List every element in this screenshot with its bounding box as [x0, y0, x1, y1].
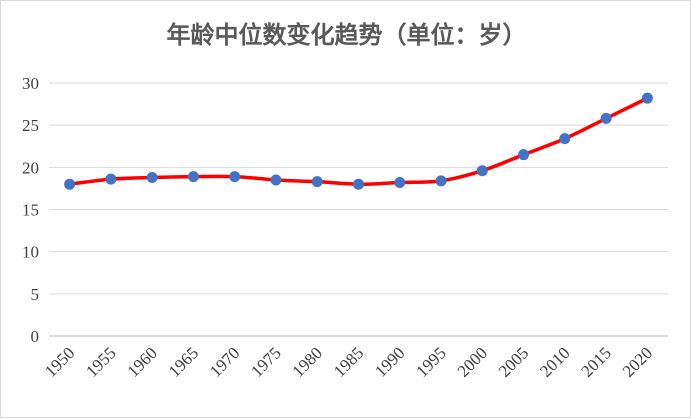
y-tick-label: 30	[22, 74, 39, 93]
y-tick-label: 20	[22, 158, 39, 177]
x-tick-label: 1980	[289, 343, 326, 380]
x-tick-label: 1960	[124, 343, 161, 380]
x-tick-label: 2010	[536, 343, 573, 380]
x-tick-label: 1975	[247, 343, 284, 380]
y-tick-label: 10	[22, 243, 39, 262]
x-tick-label: 1990	[371, 343, 408, 380]
data-point	[518, 149, 530, 161]
x-tick-label: 1965	[165, 343, 202, 380]
x-tick-label: 2000	[454, 343, 491, 380]
x-tick-label: 2015	[577, 343, 614, 380]
x-tick-label: 1950	[41, 343, 78, 380]
x-tick-label: 2005	[495, 343, 532, 380]
data-point	[64, 178, 76, 190]
data-point	[105, 173, 117, 185]
data-point	[559, 133, 571, 145]
chart-title: 年龄中位数变化趋势（单位：岁）	[166, 20, 527, 49]
x-tick-label: 2020	[619, 343, 656, 380]
data-point	[311, 176, 323, 188]
data-point	[476, 165, 488, 177]
data-point	[641, 92, 653, 104]
y-tick-label: 15	[22, 201, 39, 220]
data-point	[435, 175, 447, 187]
data-point	[187, 171, 199, 183]
x-tick-label: 1970	[206, 343, 243, 380]
x-tick-label: 1985	[330, 343, 367, 380]
y-tick-label: 25	[22, 116, 39, 135]
data-point	[146, 171, 158, 183]
y-tick-label: 0	[31, 327, 40, 346]
data-point	[394, 177, 406, 189]
y-tick-label: 5	[31, 285, 40, 304]
data-point	[229, 171, 241, 183]
x-tick-label: 1995	[412, 343, 449, 380]
data-point	[353, 178, 364, 190]
x-tick-label: 1955	[82, 343, 119, 380]
data-point	[270, 174, 282, 186]
data-point	[600, 112, 612, 124]
